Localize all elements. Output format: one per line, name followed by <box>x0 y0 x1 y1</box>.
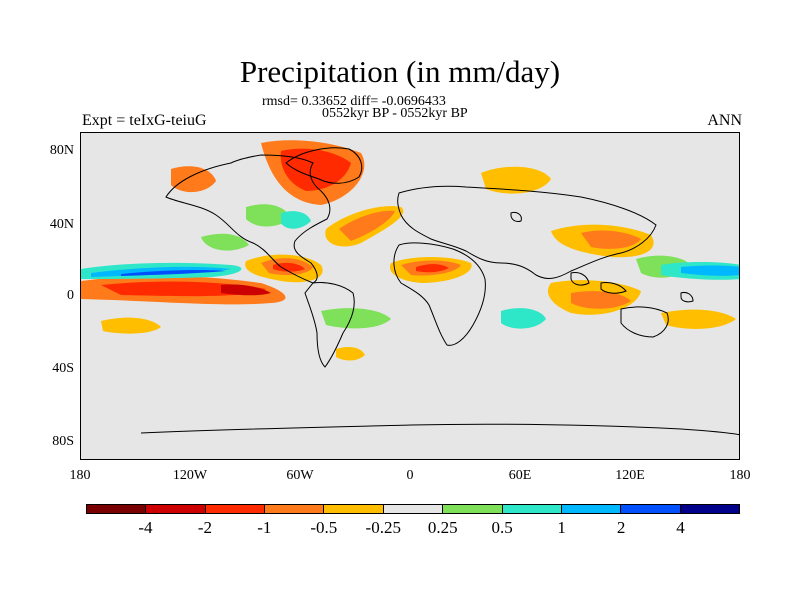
colorbar-swatch <box>146 505 206 513</box>
colorbar-swatch <box>621 505 681 513</box>
map-title: Precipitation (in mm/day) <box>239 54 561 89</box>
y-tick-80n: 80N <box>49 143 74 158</box>
y-tick-0: 0 <box>67 288 74 303</box>
x-tick-180e: 180 <box>729 468 751 483</box>
anomaly-fields <box>81 140 739 361</box>
precipitation-map <box>81 140 739 436</box>
colorbar-swatch <box>383 505 444 513</box>
colorbar-label: -2 <box>197 518 212 537</box>
colorbar-swatch <box>561 505 622 513</box>
colorbar-label: 1 <box>557 518 566 537</box>
season-label: ANN <box>707 112 742 129</box>
x-tick-120w: 120W <box>172 468 208 483</box>
colorbar-label: -0.5 <box>310 518 338 537</box>
colorbar-label: 4 <box>676 518 685 537</box>
colorbar-swatch <box>443 505 503 513</box>
x-tick-120e: 120E <box>615 468 645 483</box>
colorbar-swatch <box>87 505 147 513</box>
colorbar-label: -0.25 <box>365 518 401 537</box>
colorbar-label: 2 <box>616 518 626 537</box>
y-tick-40n: 40N <box>49 217 74 232</box>
y-tick-80s: 80S <box>52 434 74 449</box>
coastlines <box>140 147 739 436</box>
period-text: 0552kyr BP - 0552kyr BP <box>322 106 468 121</box>
colorbar-label: -1 <box>257 518 272 537</box>
colorbar-swatch <box>265 505 325 513</box>
colorbar-swatch <box>502 505 562 513</box>
colorbar-label: -4 <box>138 518 153 537</box>
experiment-label: Expt = teIxG-teiuG <box>82 112 207 129</box>
x-tick-60e: 60E <box>508 468 532 483</box>
x-tick-60w: 60W <box>286 468 314 483</box>
colorbar-swatch <box>324 505 384 513</box>
statistics-text: rmsd= 0.33652 diff= -0.0696433 <box>262 94 446 109</box>
x-tick-180w: 180 <box>69 468 91 483</box>
y-tick-40s: 40S <box>52 361 74 376</box>
colorbar-swatch <box>680 505 739 513</box>
colorbar-label: 0.25 <box>427 518 458 537</box>
colorbar-swatch <box>205 505 266 513</box>
colorbar-label: 0.5 <box>491 518 513 537</box>
map-panel <box>80 132 740 460</box>
x-tick-0: 0 <box>406 468 414 483</box>
colorbar <box>86 504 740 514</box>
